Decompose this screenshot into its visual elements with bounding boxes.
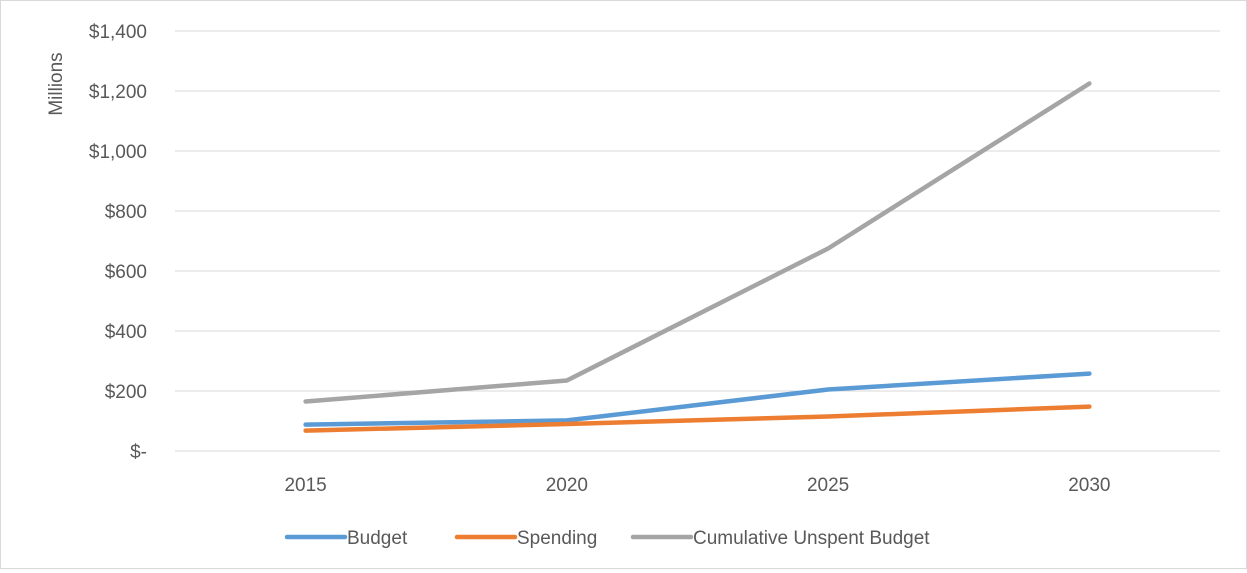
y-tick-label: $600 — [105, 262, 147, 283]
x-axis-ticks: 2015 2020 2025 2030 — [284, 475, 1110, 496]
y-axis-ticks: $- $200 $400 $600 $800 $1,000 $1,200 $1,400 — [89, 22, 147, 463]
x-tick-label: 2020 — [546, 475, 588, 496]
series-line-spending — [306, 407, 1090, 431]
x-tick-label: 2015 — [284, 475, 326, 496]
series-lines — [306, 84, 1090, 431]
y-tick-label: $1,200 — [89, 82, 147, 103]
legend-item-cumulative-unspent-budget: Cumulative Unspent Budget — [633, 528, 930, 549]
y-tick-label: $800 — [105, 202, 147, 223]
y-tick-label: $400 — [105, 322, 147, 343]
y-axis-title: Millions — [46, 52, 67, 115]
legend-label: Cumulative Unspent Budget — [693, 528, 930, 549]
legend-item-spending: Spending — [457, 528, 597, 549]
series-line-cumulative-unspent-budget — [306, 84, 1090, 402]
y-tick-label: $1,400 — [89, 22, 147, 43]
gridlines — [175, 31, 1220, 451]
y-tick-label: $200 — [105, 382, 147, 403]
legend: Budget Spending Cumulative Unspent Budget — [287, 528, 930, 549]
legend-label: Spending — [517, 528, 597, 549]
legend-label: Budget — [347, 528, 408, 549]
y-tick-label: $1,000 — [89, 142, 147, 163]
series-line-budget — [306, 374, 1090, 425]
legend-item-budget: Budget — [287, 528, 408, 549]
y-tick-label: $- — [130, 442, 147, 463]
x-tick-label: 2025 — [807, 475, 849, 496]
x-tick-label: 2030 — [1068, 475, 1110, 496]
